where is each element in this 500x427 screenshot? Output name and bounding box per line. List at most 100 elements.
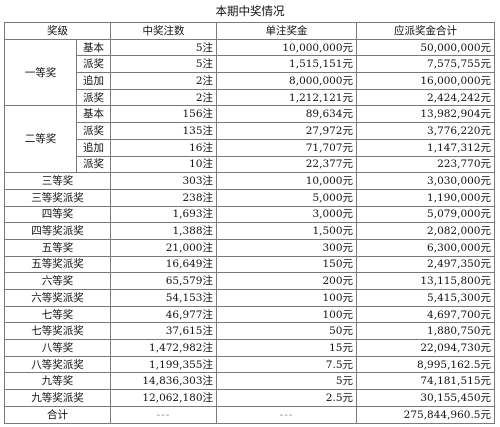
table-row: 六等奖 65,579注 200元 13,115,800元	[4, 272, 495, 290]
prize-level: 七等奖派奖	[4, 322, 111, 341]
total-prize: 6,300,000元	[356, 238, 495, 257]
unit-prize: 22,377元	[216, 155, 357, 174]
total-prize: 1,147,312元	[356, 138, 495, 157]
unit-prize: 1,212,121元	[216, 88, 357, 107]
winner-count: 1,199,355注	[110, 355, 217, 374]
winner-count: 65,579注	[110, 272, 217, 290]
total-prize: 1,880,750元	[356, 322, 495, 341]
prize-level: 四等奖派奖	[4, 222, 111, 240]
winner-count: 12,062,180注	[110, 389, 217, 407]
prize-level: 九等奖派奖	[4, 389, 111, 407]
unit-prize: 71,707元	[216, 138, 357, 157]
table-row: 八等奖 1,472,982注 15元 22,094,730元	[4, 339, 495, 357]
table-row: 八等奖派奖 1,199,355注 7.5元 8,995,162.5元	[4, 355, 495, 374]
prize-group-label: 二等奖	[4, 105, 77, 174]
prize-level: 四等奖	[4, 205, 111, 224]
total-prize: 8,995,162.5元	[356, 355, 495, 374]
unit-prize: 300元	[216, 238, 357, 257]
table-row: 九等奖派奖 12,062,180注 2.5元 30,155,450元	[4, 389, 495, 407]
unit-prize: 3,000元	[216, 205, 357, 224]
header-count: 中奖注数	[110, 22, 217, 40]
total-prize: 1,190,000元	[356, 188, 495, 207]
table-row: 七等奖 46,977注 100元 4,697,700元	[4, 305, 495, 324]
prize-sub-level: 追加	[76, 138, 111, 157]
total-prize: 30,155,450元	[356, 389, 495, 407]
winner-count: 5注	[110, 55, 217, 74]
winner-count: 16注	[110, 138, 217, 157]
table-row: 追加 2注 8,000,000元 16,000,000元	[5, 72, 495, 90]
summary-total: 275,844,960.5元	[356, 405, 495, 424]
unit-prize: 150元	[216, 255, 357, 274]
prize-level: 六等奖派奖	[4, 289, 111, 307]
header-total-prize: 应派奖金合计	[356, 22, 495, 40]
table-row: 派奖 2注 1,212,121元 2,424,242元	[5, 88, 495, 107]
prize-level: 五等奖	[4, 238, 111, 257]
table-row: 一等奖 基本 5注 10,000,000元 50,000,000元	[4, 38, 495, 107]
prize-level: 六等奖	[4, 272, 111, 290]
unit-prize: 5,000元	[216, 188, 357, 207]
winner-count: 1,693注	[110, 205, 217, 224]
total-prize: 3,776,220元	[356, 122, 495, 140]
total-prize: 7,575,755元	[356, 55, 495, 74]
page-title: 本期中奖情况	[215, 4, 285, 18]
prize-level: 八等奖	[4, 339, 111, 357]
winner-count: 1,388注	[110, 222, 217, 240]
prize-sub-level: 基本	[76, 105, 111, 124]
summary-row: 合计 --- --- 275,844,960.5元	[4, 405, 495, 424]
winner-count: 1,472,982注	[110, 339, 217, 357]
prize-level: 九等奖	[4, 372, 111, 391]
total-prize: 4,697,700元	[356, 305, 495, 324]
prize-level: 五等奖派奖	[4, 255, 111, 274]
table-row: 四等奖 1,693注 3,000元 5,079,000元	[4, 205, 495, 224]
total-prize: 22,094,730元	[356, 339, 495, 357]
prize-table-body: 奖级 中奖注数 单注奖金 应派奖金合计 一等奖 基本 5注 10,000,000元 50…	[4, 22, 495, 424]
table-row: 派奖 10注 22,377元 223,770元	[5, 155, 495, 174]
unit-prize: 27,972元	[216, 122, 357, 140]
winner-count: 2注	[110, 88, 217, 107]
unit-prize: 8,000,000元	[216, 72, 357, 90]
unit-prize: 1,500元	[216, 222, 357, 240]
winner-count: 303注	[110, 172, 217, 190]
table-row: 二等奖 基本 156注 89,634元 13,982,904元	[4, 105, 495, 174]
winner-count: 21,000注	[110, 238, 217, 257]
total-prize: 223,770元	[356, 155, 495, 174]
table-row: 五等奖 21,000注 300元 6,300,000元	[4, 238, 495, 257]
winner-count: 46,977注	[110, 305, 217, 324]
summary-count: ---	[110, 405, 217, 424]
prize-sub-level: 派奖	[76, 88, 111, 107]
total-prize: 2,424,242元	[356, 88, 495, 107]
prize-sub-level: 追加	[76, 72, 111, 90]
table-row: 派奖 5注 1,515,151元 7,575,755元	[5, 55, 495, 74]
unit-prize: 10,000,000元	[216, 38, 357, 57]
table-row: 九等奖 14,836,303注 5元 74,181,515元	[4, 372, 495, 391]
table-row: 四等奖派奖 1,388注 1,500元 2,082,000元	[4, 222, 495, 240]
table-row: 三等奖 303注 10,000元 3,030,000元	[4, 172, 495, 190]
unit-prize: 5元	[216, 372, 357, 391]
unit-prize: 7.5元	[216, 355, 357, 374]
unit-prize: 15元	[216, 339, 357, 357]
winner-count: 156注	[110, 105, 217, 124]
total-prize: 50,000,000元	[356, 38, 495, 57]
winner-count: 2注	[110, 72, 217, 90]
total-prize: 13,115,800元	[356, 272, 495, 290]
prize-level: 三等奖	[4, 172, 111, 190]
prize-sub-level: 派奖	[76, 155, 111, 174]
summary-unit: ---	[216, 405, 357, 424]
total-prize: 5,079,000元	[356, 205, 495, 224]
prize-sub-level: 基本	[76, 38, 111, 57]
prize-group-label: 一等奖	[4, 38, 77, 107]
table-row: 派奖 135注 27,972元 3,776,220元	[5, 122, 495, 140]
total-prize: 13,982,904元	[356, 105, 495, 124]
prize-sub-level: 派奖	[76, 55, 111, 74]
total-prize: 74,181,515元	[356, 372, 495, 391]
total-prize: 3,030,000元	[356, 172, 495, 190]
winner-count: 16,649注	[110, 255, 217, 274]
winner-count: 54,153注	[110, 289, 217, 307]
total-prize: 2,497,350元	[356, 255, 495, 274]
unit-prize: 200元	[216, 272, 357, 290]
prize-level: 七等奖	[4, 305, 111, 324]
unit-prize: 1,515,151元	[216, 55, 357, 74]
header-row: 奖级 中奖注数 单注奖金 应派奖金合计	[4, 22, 495, 40]
summary-label: 合计	[4, 405, 111, 424]
winner-count: 238注	[110, 188, 217, 207]
